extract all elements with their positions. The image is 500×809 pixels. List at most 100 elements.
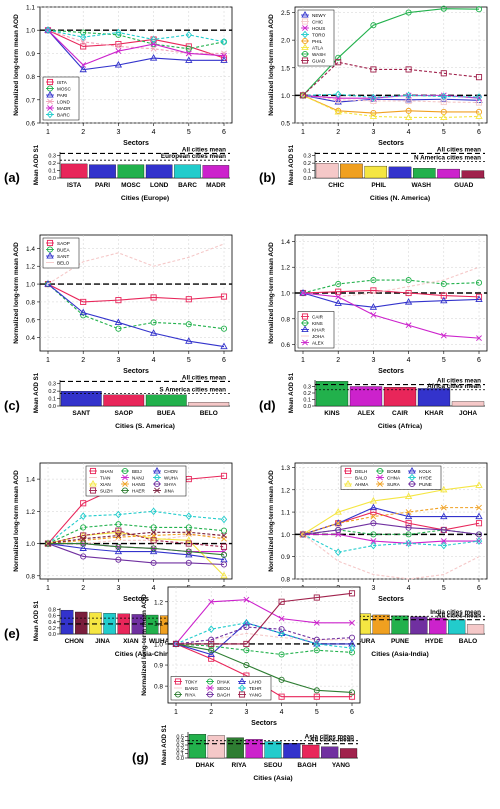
legend-label: MADR [57,106,71,111]
series-line [47,531,225,545]
series-line [47,543,225,566]
bar [89,164,116,179]
tick-label-x: 1 [301,129,305,136]
all-cities-mean-label: All cities mean [437,378,481,385]
bar-category-label: SEOU [264,762,283,769]
legend-marker [121,467,129,475]
legend-label: PUNE [419,482,432,487]
bar-category-label: SAOP [115,410,134,417]
data-point [185,31,192,39]
series-line [302,94,479,114]
data-point [476,335,482,342]
bar-tick-label-y: 0.2 [48,161,56,167]
bar-category-label: CHIC [328,182,344,189]
bar-category-label: DHAK [196,762,215,769]
panel-label: (c) [4,398,20,413]
data-point [220,561,228,568]
legend-label: BOMB [387,469,401,474]
series-line [302,94,480,99]
series-line [176,592,353,645]
legend-label: GUAD [312,58,326,63]
legend-label: TORO [312,32,326,37]
bar [202,165,230,179]
tick-label-x: 1 [301,357,305,364]
data-point [370,541,377,550]
bar [103,394,145,407]
bar-tick-label-y: 0.4 [176,739,184,745]
data-point [80,298,87,305]
bar-chart: 0.00.1 0.20.3 ISTA PARI MOSC LOND BARC MADR All … [33,144,230,202]
tick-label-y: 1.4 [26,477,35,484]
legend: SHAN BEIJ CHON TIAN NANJ WUHA XIAN HANG SHYA SUZH… [85,465,187,497]
bar-tick-label-y: 0.3 [303,385,311,391]
tick-label-x: 3 [116,585,120,592]
bar-tick-label-y: 0.8 [48,608,56,614]
data-point [115,510,122,519]
data-point [334,299,342,306]
tick-label-y: 0.9 [26,51,35,58]
data-point [220,342,228,350]
y-axis-label: Normalized long-term mean AOD [13,242,20,344]
bar [145,394,187,407]
data-point [80,43,87,50]
data-point [243,596,250,603]
data-point [405,9,412,16]
tick-label-x: 2 [209,709,213,716]
region-mean-label: Asia cities mean [305,734,355,741]
data-point [243,640,250,647]
data-point [115,543,122,550]
data-point [80,62,87,68]
bar-category-label: KINS [324,410,340,417]
data-point [405,107,412,114]
legend-marker [207,685,213,691]
bar-category-label: CHON [65,638,84,645]
bar-chart: 0.00.10.20.30.40.5 DHAK RIYA SEOU BAGH YANG Al… [161,724,358,782]
data-point [220,551,228,558]
tick-label-x: 2 [81,357,85,364]
data-point [475,74,483,81]
tick-label-y: 1.0 [26,541,35,548]
data-point [369,303,378,310]
tick-label-y: 1.0 [281,532,290,539]
bar-category-label: JOHA [459,410,477,417]
data-point [313,619,320,626]
data-point [150,529,157,536]
tick-label-x: 4 [152,129,156,136]
tick-label-x: 3 [116,129,120,136]
tick-label-x: 3 [371,585,375,592]
tick-label-x: 5 [187,129,191,136]
tick-label-x: 4 [152,585,156,592]
data-point [475,93,483,101]
series-line [302,279,480,294]
data-point [405,539,412,548]
bar [75,611,88,635]
data-point [80,38,87,45]
data-point [185,524,192,531]
tick-label-x: 6 [350,709,354,716]
legend-marker [89,467,97,475]
data-point [475,295,483,302]
region-mean-label: Africa cities mean [427,383,481,390]
tick-label-y: 1.4 [281,239,290,246]
bar [60,390,102,407]
x-axis-label: Sectors [251,720,277,727]
bar [391,615,409,635]
series-line [47,543,225,561]
bar [321,746,339,759]
data-point [440,92,447,101]
legend-label: WUHA [164,475,179,480]
data-point [220,543,228,550]
legend-label: BAGH [217,692,230,697]
bar [117,164,145,179]
data-point [334,107,342,115]
legend-label: BEIJ [132,469,142,474]
panel-5: 1234560.80.91.01.11.21.3DELHBOMBKOLKBALO… [259,462,488,658]
series-line [47,523,225,545]
legend-label: SHAN [100,469,113,474]
tick-label-y: 0.8 [26,74,35,81]
data-point [404,297,413,305]
tick-label-x: 4 [152,357,156,364]
legend-label: SHYA [164,482,177,487]
data-point [278,651,285,658]
